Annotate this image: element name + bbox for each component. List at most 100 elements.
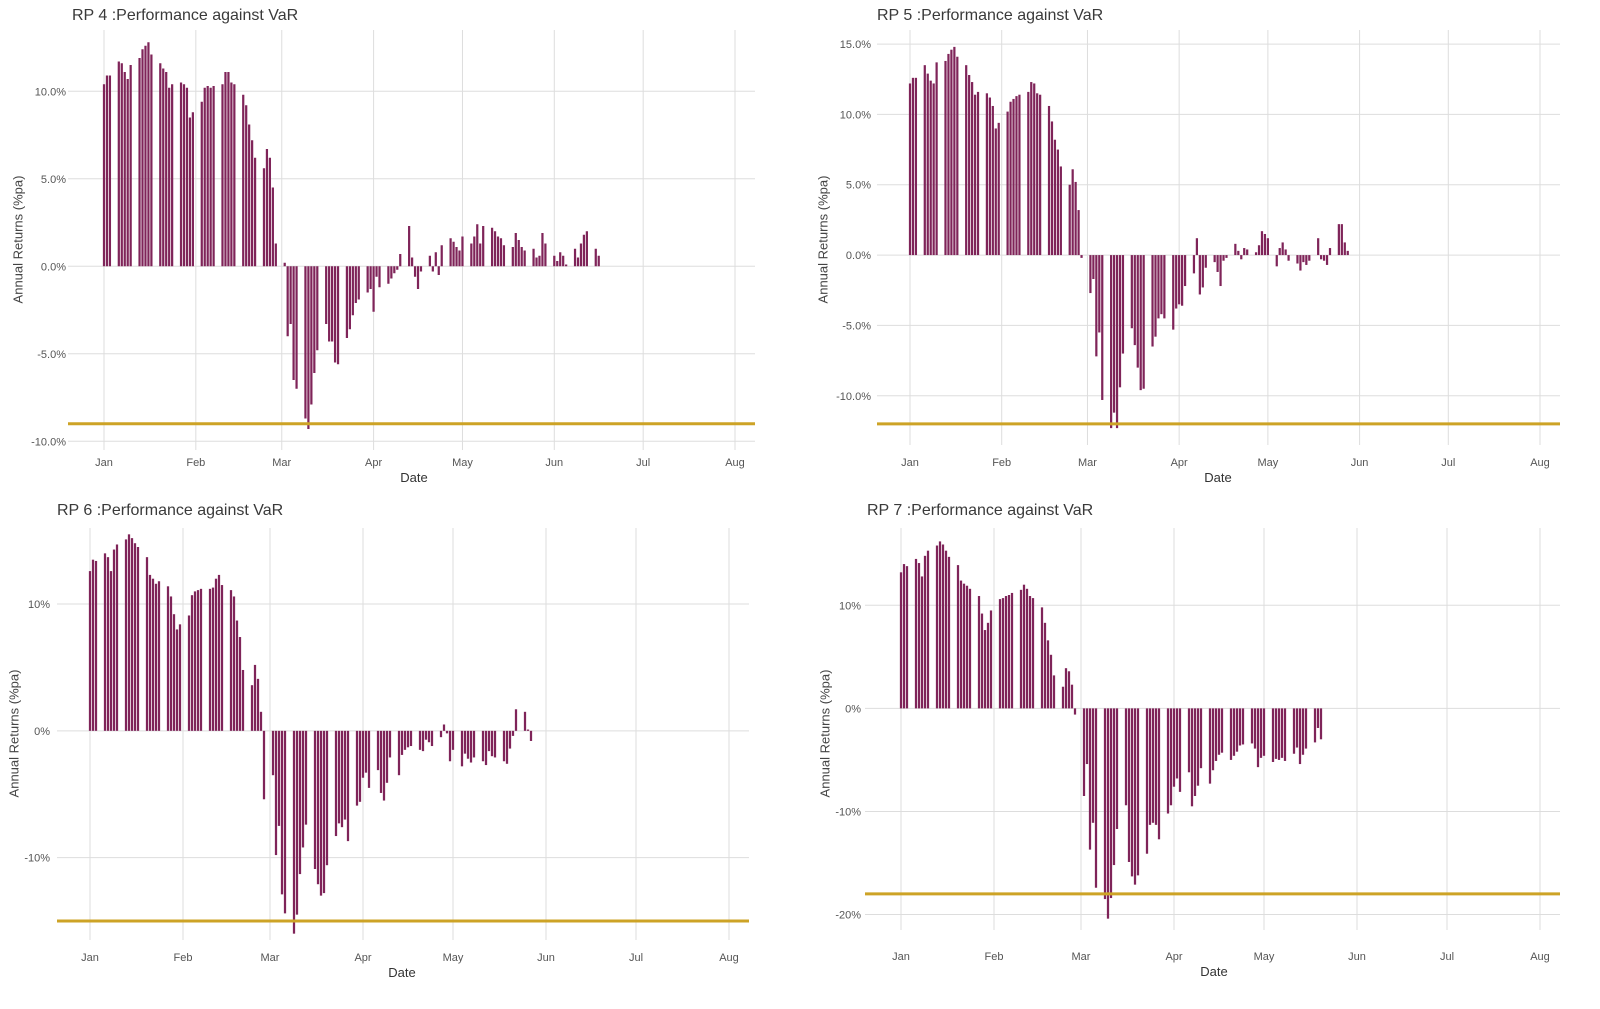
- y-tick-label: 0%: [34, 726, 50, 738]
- return-bar: [1246, 249, 1249, 256]
- y-tick-label: -10%: [835, 806, 861, 818]
- return-bar: [268, 157, 272, 267]
- return-bar: [333, 266, 337, 363]
- return-bar: [343, 730, 347, 820]
- return-bar: [455, 247, 458, 267]
- return-bar: [283, 730, 287, 914]
- return-bar: [330, 266, 334, 342]
- return-bar: [361, 730, 365, 778]
- return-bar: [193, 591, 197, 731]
- y-tick-label: 5.0%: [41, 174, 66, 186]
- return-bar: [1043, 622, 1047, 709]
- return-bar: [538, 255, 541, 267]
- return-bar: [127, 534, 131, 731]
- return-bar: [169, 596, 173, 731]
- return-bar: [971, 82, 974, 256]
- return-bar: [576, 257, 580, 267]
- chart-title: RP 5 :Performance against VaR: [877, 7, 1104, 24]
- return-bar: [178, 624, 182, 731]
- return-bar: [1343, 242, 1346, 256]
- y-tick-label: -5.0%: [842, 320, 871, 332]
- return-bar: [187, 615, 191, 731]
- return-bar: [1022, 584, 1026, 709]
- return-bar: [1328, 248, 1332, 256]
- return-bar: [403, 730, 407, 750]
- return-bar: [325, 266, 328, 324]
- return-bar: [109, 571, 113, 731]
- return-bar: [511, 730, 515, 736]
- return-bar: [103, 553, 107, 731]
- return-bar: [442, 724, 446, 731]
- return-bar: [295, 266, 298, 389]
- return-bar: [962, 583, 966, 709]
- x-tick-label: Jan: [892, 951, 910, 963]
- return-bar: [1256, 708, 1260, 768]
- return-bar: [1260, 231, 1264, 256]
- return-bar: [1039, 94, 1042, 256]
- x-tick-label: Jan: [95, 457, 113, 469]
- return-bar: [445, 730, 449, 734]
- return-bar: [191, 112, 194, 267]
- return-bar: [1151, 708, 1155, 823]
- return-bar: [427, 730, 431, 743]
- return-bar: [932, 83, 935, 256]
- return-bar: [1157, 255, 1160, 319]
- return-bar: [1056, 149, 1059, 256]
- x-tick-label: May: [452, 457, 473, 469]
- return-bar: [1199, 708, 1203, 769]
- return-bar: [523, 250, 526, 267]
- return-bar: [484, 730, 488, 766]
- return-bar: [431, 266, 434, 272]
- return-bar: [935, 545, 939, 709]
- chart-plot: 15.0% 10.0% 5.0% 0.0% -5.0% -10.0% Jan Feb Mar Ap…: [836, 30, 1560, 469]
- return-bar: [452, 241, 455, 267]
- return-bar: [154, 583, 158, 731]
- y-tick-label: 0.0%: [846, 250, 871, 262]
- x-tick-label: Jun: [545, 457, 563, 469]
- return-bar: [1313, 708, 1317, 743]
- return-bar: [245, 105, 248, 267]
- return-bar: [573, 248, 577, 267]
- return-bar: [1292, 708, 1296, 754]
- return-bar: [378, 266, 381, 288]
- return-bar: [935, 62, 938, 256]
- return-bar: [345, 266, 349, 338]
- return-bar: [496, 236, 500, 267]
- return-bar: [526, 729, 530, 731]
- return-bar: [973, 94, 977, 256]
- return-bar: [212, 86, 215, 267]
- return-bar: [514, 709, 518, 731]
- x-tick-label: Mar: [272, 457, 291, 469]
- return-bar: [508, 730, 512, 749]
- return-bar: [1061, 686, 1065, 709]
- return-bar: [1118, 255, 1122, 388]
- return-bar: [388, 730, 392, 758]
- return-bar: [544, 243, 547, 267]
- return-bar: [301, 730, 305, 848]
- return-bar: [1127, 708, 1131, 862]
- return-bar: [357, 266, 360, 300]
- return-bar: [451, 730, 455, 750]
- return-bar: [421, 730, 425, 752]
- return-bar: [233, 84, 236, 267]
- return-bar: [340, 730, 344, 828]
- return-bar: [1232, 708, 1236, 756]
- return-bar: [941, 544, 945, 709]
- return-bar: [1074, 181, 1077, 256]
- return-bar: [413, 266, 417, 277]
- return-bar: [1163, 255, 1166, 319]
- return-bar: [1160, 255, 1163, 315]
- y-tick-label: -10.0%: [31, 436, 66, 448]
- return-bar: [493, 231, 497, 267]
- return-bar: [959, 580, 963, 709]
- y-tick-label: 10%: [28, 599, 50, 611]
- return-bar: [126, 79, 129, 267]
- return-bar: [242, 94, 245, 267]
- return-bar: [286, 266, 289, 337]
- return-bar: [1133, 708, 1137, 885]
- return-bar: [956, 565, 960, 709]
- x-tick-label: May: [443, 952, 464, 964]
- return-bar: [535, 257, 538, 267]
- return-bar: [1025, 588, 1029, 709]
- return-bar: [354, 266, 357, 303]
